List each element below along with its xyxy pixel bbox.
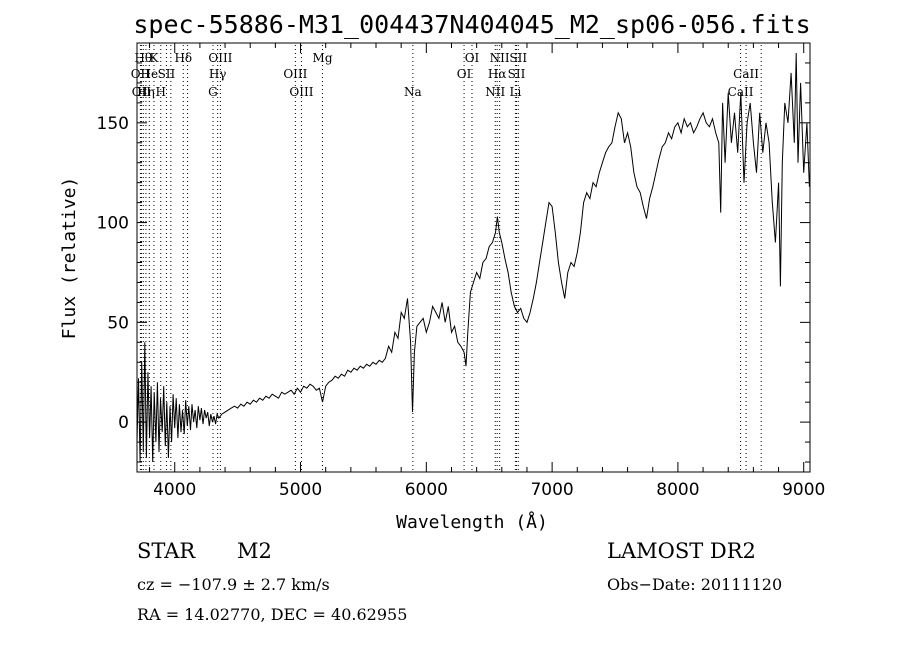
y-tick-label: 50 xyxy=(107,313,129,333)
y-tick-label: 100 xyxy=(97,214,129,234)
observation-date: Obs−Date: 20111120 xyxy=(607,575,782,594)
spectrum-line xyxy=(136,52,810,463)
spectral-line-markers xyxy=(139,45,762,472)
spectral-line-label: Hη xyxy=(137,85,155,99)
spectral-line-label: Mg xyxy=(313,51,333,65)
survey-name: LAMOST DR2 xyxy=(607,539,756,563)
spectral-line-label: OII xyxy=(131,67,151,81)
object-subclass: M2 xyxy=(237,539,272,563)
spectral-line-label: Li xyxy=(509,85,521,99)
spectral-line-label: H xyxy=(156,85,166,99)
spectral-line-label: CaII xyxy=(728,85,754,99)
x-tick-label: 9000 xyxy=(782,480,825,500)
spectral-line-label: Hγ xyxy=(209,67,227,81)
spectral-line-label: SII xyxy=(158,67,176,81)
object-class: STAR xyxy=(137,539,196,563)
spectral-line-label: K xyxy=(149,51,159,65)
x-axis-ticks: 4000 5000 6000 7000 8000 9000 xyxy=(149,43,825,500)
spectral-line-label: OIII xyxy=(289,85,313,99)
x-tick-label: 6000 xyxy=(405,480,448,500)
y-axis-ticks: 0 50 100 150 xyxy=(97,62,810,463)
spectral-line-label: OIII xyxy=(283,67,307,81)
spectral-line-label: Hα xyxy=(488,67,507,81)
spectral-line-label: SII xyxy=(508,67,526,81)
spectral-line-label: CaII xyxy=(733,67,759,81)
y-tick-label: 150 xyxy=(97,114,129,134)
spectral-line-label: G xyxy=(208,85,218,99)
spectral-line-label: Hδ xyxy=(174,51,192,65)
x-tick-label: 4000 xyxy=(153,480,196,500)
x-tick-label: 5000 xyxy=(279,480,322,500)
spectral-line-label: OIII xyxy=(208,51,232,65)
x-tick-label: 8000 xyxy=(656,480,699,500)
coordinates: RA = 14.02770, DEC = 40.62955 xyxy=(137,605,407,624)
spectral-line-labels: OIIOIIHθHηHeKHSIIHδGHγOIIIOIIIOIIIMgNaOI… xyxy=(131,51,760,99)
spectral-line-label: SII xyxy=(509,51,527,65)
spectral-line-label: He xyxy=(141,67,159,81)
spectral-line-label: OI xyxy=(457,67,472,81)
spectral-line-label: Na xyxy=(404,85,422,99)
plot-frame xyxy=(136,42,811,473)
spectral-line-label: Hθ xyxy=(134,51,152,65)
x-tick-label: 7000 xyxy=(530,480,573,500)
redshift-velocity: cz = −107.9 ± 2.7 km/s xyxy=(137,575,330,594)
x-axis-label: Wavelength (Å) xyxy=(396,511,548,533)
y-axis-label: Flux (relative) xyxy=(59,177,80,340)
spectral-line-label: OI xyxy=(465,51,480,65)
spectral-line-label: NII xyxy=(490,51,510,65)
spectral-line-label: NII xyxy=(485,85,505,99)
chart-title: spec-55886-M31_004437N404045_M2_sp06-056… xyxy=(133,10,810,39)
y-tick-label: 0 xyxy=(118,413,129,433)
